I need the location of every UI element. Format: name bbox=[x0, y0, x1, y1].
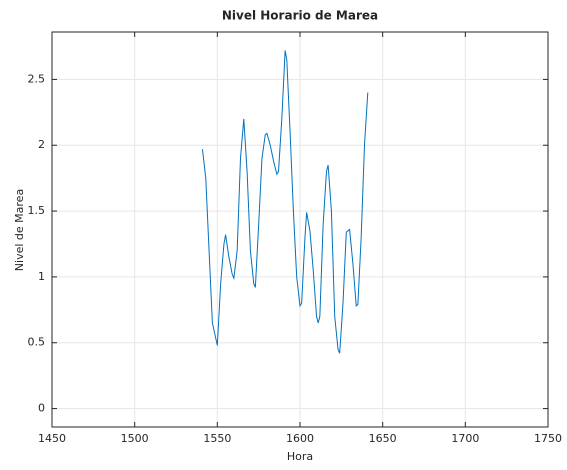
x-tick-label: 1700 bbox=[451, 432, 479, 445]
x-tick-label: 1450 bbox=[38, 432, 66, 445]
y-tick-label: 0 bbox=[38, 402, 45, 415]
y-tick-label: 2.5 bbox=[28, 72, 46, 85]
x-tick-label: 1650 bbox=[369, 432, 397, 445]
axes-box bbox=[51, 31, 549, 428]
y-tick-label: 1 bbox=[38, 270, 45, 283]
x-tick-label: 1600 bbox=[286, 432, 314, 445]
x-tick-label: 1550 bbox=[203, 432, 231, 445]
data-line bbox=[201, 50, 369, 354]
x-tick-label: 1500 bbox=[121, 432, 149, 445]
y-tick-label: 1.5 bbox=[28, 204, 46, 217]
y-tick-label: 2 bbox=[38, 138, 45, 151]
y-axis-label: Nivel de Marea bbox=[13, 189, 26, 271]
y-tick-label: 0.5 bbox=[28, 336, 46, 349]
x-axis-label: Hora bbox=[287, 450, 313, 463]
x-tick-label: 1750 bbox=[534, 432, 562, 445]
chart-title: Nivel Horario de Marea bbox=[222, 9, 378, 23]
